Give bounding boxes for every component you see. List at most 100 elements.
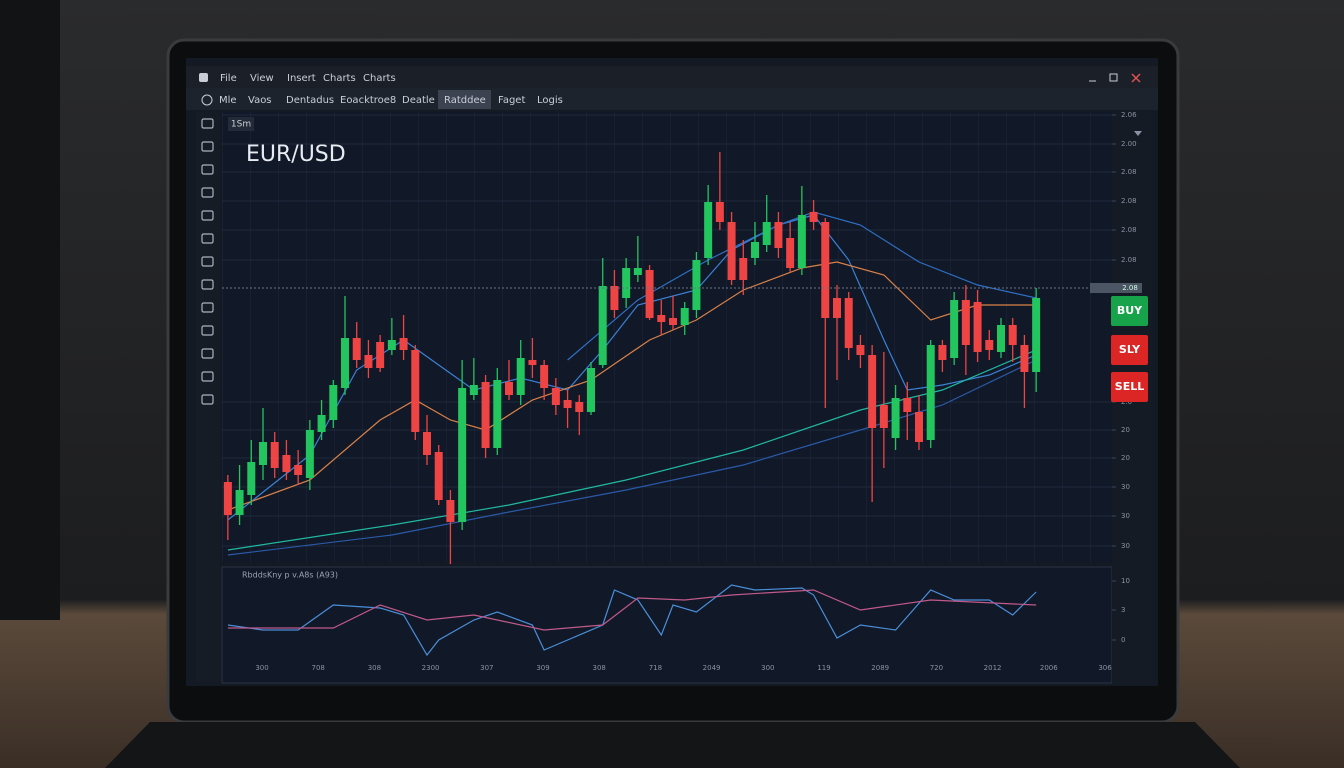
candle-body [973,302,982,352]
oscillator-layer [227,584,1037,657]
close-button[interactable] [1131,73,1141,83]
candle-body [352,338,361,360]
menu-item[interactable]: File [220,73,237,84]
candle-body [938,345,947,360]
candle-body [645,270,654,318]
menu-item[interactable]: View [250,73,274,84]
maximize-button[interactable] [1109,73,1118,82]
toolbar-item[interactable]: Eoacktroe8 [340,95,396,106]
sidebar-icon[interactable] [201,141,214,152]
candle-body [1032,298,1041,372]
oscillator-panel [221,566,1113,684]
y-tick-label: 30 [1121,542,1130,550]
toolbar-item[interactable]: Logis [537,95,563,106]
candle-body [270,442,279,468]
candle-body [622,268,631,298]
x-tick-label: 708 [312,664,325,672]
candle-body [551,388,560,405]
candle-body [341,338,349,388]
trade-button[interactable] [1111,296,1148,326]
sidebar-icon[interactable] [201,371,214,382]
candle-body [774,222,783,248]
toolbar-item[interactable]: Dentadus [286,95,334,106]
candle-body [891,398,900,438]
y-tick-label: 2.06 [1121,111,1137,119]
candle-body [739,258,748,280]
toolbar-icon [201,94,213,106]
sidebar-icon[interactable] [201,187,214,198]
sidebar-icon[interactable] [201,164,214,175]
y-tick-label: 30 [1121,512,1130,520]
candle-body [259,442,267,465]
y-tick-label: 2.08 [1121,168,1137,176]
candle-body [1020,345,1029,372]
x-tick-label: 718 [649,664,662,672]
candle-body [868,355,877,428]
trade-button-label[interactable]: BUY [1117,304,1143,317]
oscillator-title: RbddsKny p v.A8s (A93) [242,571,338,580]
candle-body [680,308,689,325]
candle-body [423,432,431,455]
sidebar-icon[interactable] [201,118,214,129]
candle-body [305,430,314,478]
candle-body [364,355,373,368]
candle-body [411,350,420,432]
sidebar-icon[interactable] [201,348,214,359]
sidebar-icon[interactable] [201,325,214,336]
menu-item[interactable]: Insert [287,73,316,84]
candle-body [833,298,841,318]
toolbar-item[interactable]: Vaos [248,95,272,106]
sidebar-icon[interactable] [201,302,214,313]
x-tick-label: 2006 [1040,664,1058,672]
candle-body [610,286,619,310]
candle-body [282,455,291,472]
candle-body [797,215,806,268]
candle-body [575,402,584,412]
menu-item[interactable]: Charts [363,73,396,84]
moving-average [227,214,1037,521]
trade-button-label[interactable]: SELL [1115,380,1144,393]
toolbar-item[interactable]: Deatle [402,95,435,106]
moving-average [227,261,1037,511]
candle-body [961,300,970,345]
last-price-label: 2.08 [1122,284,1138,292]
toolbar-item[interactable]: Mle [219,95,237,106]
sidebar-icon[interactable] [201,256,214,267]
trade-button[interactable] [1111,335,1148,365]
candle-body [715,202,724,222]
candle-body [317,415,326,432]
toolbar-item[interactable]: Faget [498,95,525,106]
trade-button-label[interactable]: SLY [1119,343,1141,356]
candle-body [235,490,244,515]
menu-item[interactable]: Charts [323,73,356,84]
candle-body [950,300,959,358]
sidebar-icon[interactable] [201,233,214,244]
timeframe-box[interactable] [228,117,254,131]
candle-body [223,482,232,515]
candle-body [915,412,923,442]
keyboard [105,722,1240,768]
sidebar-icon[interactable] [201,394,214,405]
axis-dropdown[interactable] [1134,131,1142,136]
trade-button[interactable] [1111,372,1148,402]
sidebar-icon[interactable] [201,279,214,290]
candle-body [329,385,338,420]
x-tick-label: 308 [368,664,381,672]
candle-body [493,380,502,448]
candle-body [985,340,994,350]
candle-body [598,286,607,365]
sidebar-icon[interactable] [201,210,214,221]
x-tick-label: 300 [761,664,774,672]
candle-body [903,398,912,412]
candle-body [587,368,595,412]
candle-body [657,315,666,322]
candles-layer [222,114,1112,564]
y-tick-label: 30 [1121,483,1130,491]
toolbar-item[interactable]: Ratddee [444,95,486,106]
timeframe[interactable]: 1Sm [231,120,251,130]
candle-body [809,212,818,222]
candle-body [458,388,467,522]
oscillator-line [227,584,1037,657]
y-tick-label: 2.08 [1121,226,1137,234]
